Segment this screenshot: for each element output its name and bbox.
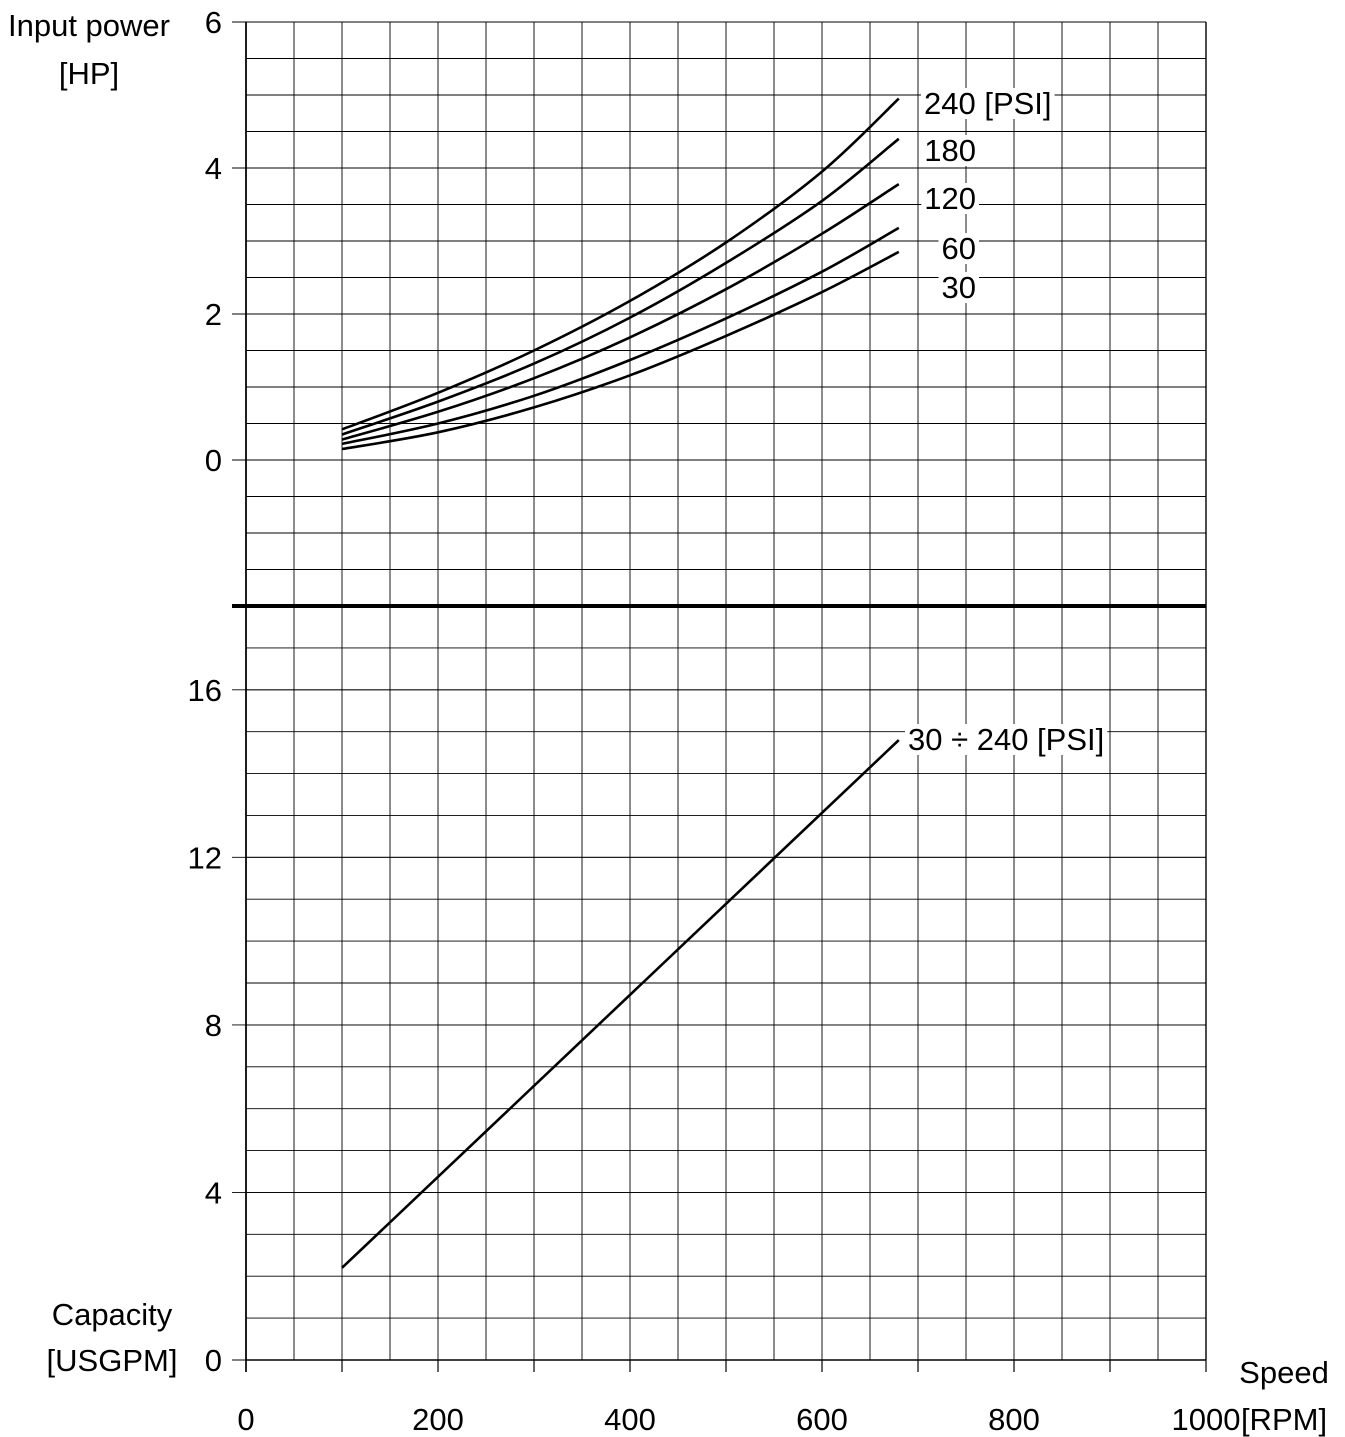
series-label-background xyxy=(938,272,979,303)
y-tick-label: 0 xyxy=(205,443,222,478)
series-label-background xyxy=(938,233,979,264)
x-axis-label: Speed xyxy=(1239,1355,1329,1390)
series-label: 240 [PSI] xyxy=(924,86,1052,121)
y-axis-label-top-unit: [HP] xyxy=(59,56,119,91)
y-tick-label: 12 xyxy=(188,840,222,875)
x-tick-label: 600 xyxy=(796,1402,848,1437)
y-tick-label: 2 xyxy=(205,297,222,332)
y-tick-label: 6 xyxy=(205,5,222,40)
series-label: 60 xyxy=(942,231,976,266)
series-label-background xyxy=(921,183,979,214)
y-tick-label: 0 xyxy=(205,1343,222,1378)
power-curve xyxy=(341,226,900,446)
x-axis-label-unit: [RPM] xyxy=(1241,1402,1327,1437)
y-tick-label: 4 xyxy=(205,151,222,186)
x-tick-label: 1000 xyxy=(1172,1402,1241,1437)
power-curve xyxy=(341,97,900,431)
series-label: 120 xyxy=(924,181,976,216)
x-tick-label: 800 xyxy=(988,1402,1040,1437)
y-tick-label: 4 xyxy=(205,1175,222,1210)
y-axis-label-top: Input power xyxy=(8,8,170,43)
y-axis-label-bottom: Capacity xyxy=(52,1297,173,1332)
x-tick-label: 0 xyxy=(237,1402,254,1437)
x-tick-label: 200 xyxy=(412,1402,464,1437)
power-curve xyxy=(341,137,900,436)
y-tick-label: 16 xyxy=(188,673,222,708)
y-tick-label: 8 xyxy=(205,1008,222,1043)
series-label-background xyxy=(921,135,979,166)
x-tick-label: 400 xyxy=(604,1402,656,1437)
series-label-background xyxy=(921,88,1055,119)
series-label: 180 xyxy=(924,133,976,168)
series-label: 30 ÷ 240 [PSI] xyxy=(908,722,1104,757)
series-label: 30 xyxy=(942,270,976,305)
y-axis-label-bottom-unit: [USGPM] xyxy=(47,1343,178,1378)
series-label-background xyxy=(905,724,1108,755)
power-curve xyxy=(341,183,900,441)
power-curve xyxy=(341,250,900,451)
capacity-line xyxy=(341,739,900,1269)
